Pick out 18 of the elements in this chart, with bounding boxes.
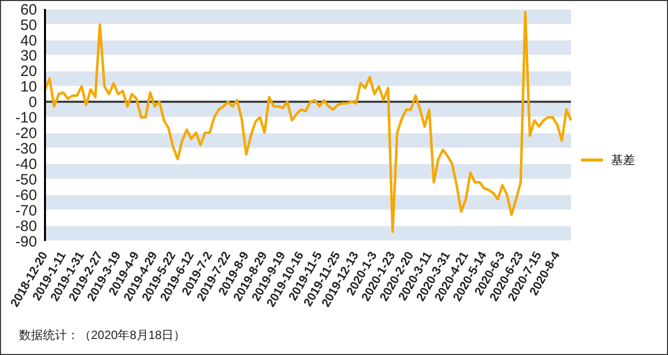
y-tick-label: 20 (20, 63, 37, 80)
y-tick-label: 40 (20, 32, 37, 50)
y-tick-label: -30 (15, 140, 37, 158)
y-tick-label: -20 (15, 125, 37, 142)
y-tick-label: -60 (15, 186, 37, 204)
y-tick-label: 60 (20, 1, 37, 18)
y-tick-label: 10 (20, 78, 37, 96)
y-tick-label: -10 (15, 110, 37, 127)
y-tick-label: -40 (15, 156, 37, 173)
y-tick-label: 0 (28, 94, 37, 112)
y-tick-label: -90 (15, 233, 37, 250)
y-tick-label: -50 (15, 171, 37, 188)
y-tick-label: 50 (20, 16, 37, 34)
text: 数据统计：（2020年8月18日） (19, 327, 186, 344)
legend-label: 基差 (611, 152, 635, 168)
y-tick-label: 30 (20, 48, 37, 65)
y-tick-label: -80 (15, 218, 37, 235)
y-tick-label: -70 (15, 202, 37, 220)
